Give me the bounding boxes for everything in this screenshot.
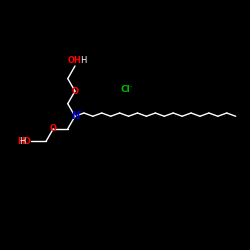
Text: ⁻: ⁻ [129, 85, 133, 91]
Text: Cl: Cl [120, 86, 130, 94]
Text: H: H [80, 56, 87, 65]
Text: +: + [76, 109, 82, 115]
Text: O: O [50, 124, 57, 133]
Text: O: O [72, 87, 78, 96]
Text: HO: HO [18, 137, 32, 146]
Text: N: N [71, 111, 79, 121]
Text: H: H [19, 137, 25, 146]
Text: OH: OH [68, 56, 82, 65]
